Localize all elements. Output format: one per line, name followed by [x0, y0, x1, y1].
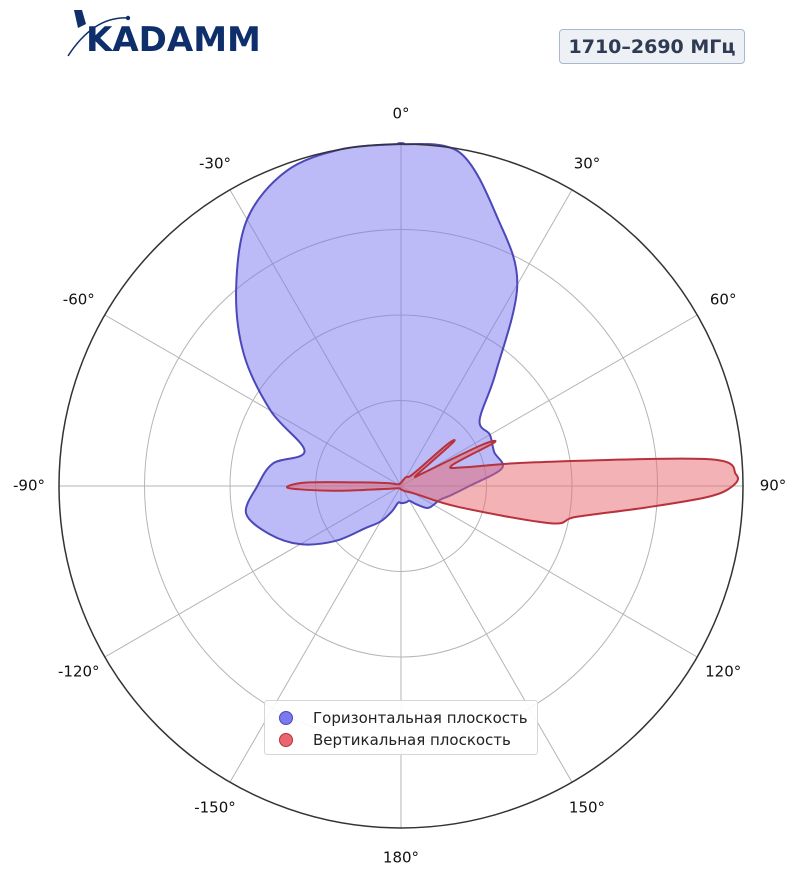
angle-tick-label-5: 150° — [569, 799, 605, 817]
polar-outer-ring — [58, 143, 744, 829]
frequency-range-badge: 1710–2690 МГц — [559, 29, 745, 64]
series-area-1 — [286, 439, 739, 525]
logo-mark-icon — [74, 10, 86, 28]
angle-tick-label-1: 30° — [574, 154, 601, 172]
angle-tick-label-4: 120° — [705, 663, 741, 681]
legend-item-vertical[interactable]: Вертикальная плоскость — [279, 729, 537, 751]
logo-dot-icon — [125, 15, 131, 21]
legend-swatch-vertical — [279, 733, 293, 747]
angle-tick-label-6: 180° — [383, 849, 419, 867]
angle-tick-label-7: -150° — [194, 799, 236, 817]
angular-gridline-5 — [400, 485, 573, 783]
angle-tick-label-8: -120° — [58, 663, 100, 681]
chart-legend: Горизонтальная плоскость Вертикальная пл… — [264, 700, 538, 755]
angular-gridline-4 — [400, 485, 698, 658]
logo-wordmark: KADAMM — [86, 20, 261, 60]
angle-tick-label-11: -30° — [199, 154, 231, 172]
angular-gridline-7 — [229, 485, 402, 783]
legend-label-horizontal: Горизонтальная плоскость — [313, 709, 528, 727]
logo-swoosh-icon — [67, 17, 129, 57]
legend-item-horizontal[interactable]: Горизонтальная плоскость — [279, 707, 537, 729]
series-layer — [235, 142, 739, 546]
angle-tick-label-3: 90° — [760, 477, 787, 495]
angular-tick-labels: 0° 30° 60° 90° 120° 150° 180° -150° -120° -90° -60… — [13, 105, 786, 867]
angle-tick-label-2: 60° — [710, 291, 737, 309]
legend-label-vertical: Вертикальная плоскость — [313, 731, 511, 749]
angle-tick-label-10: -60° — [63, 291, 95, 309]
angle-tick-label-0: 0° — [392, 105, 409, 123]
angle-tick-label-9: -90° — [13, 477, 45, 495]
legend-swatch-horizontal — [279, 711, 293, 725]
kadamm-logo — [67, 10, 131, 57]
